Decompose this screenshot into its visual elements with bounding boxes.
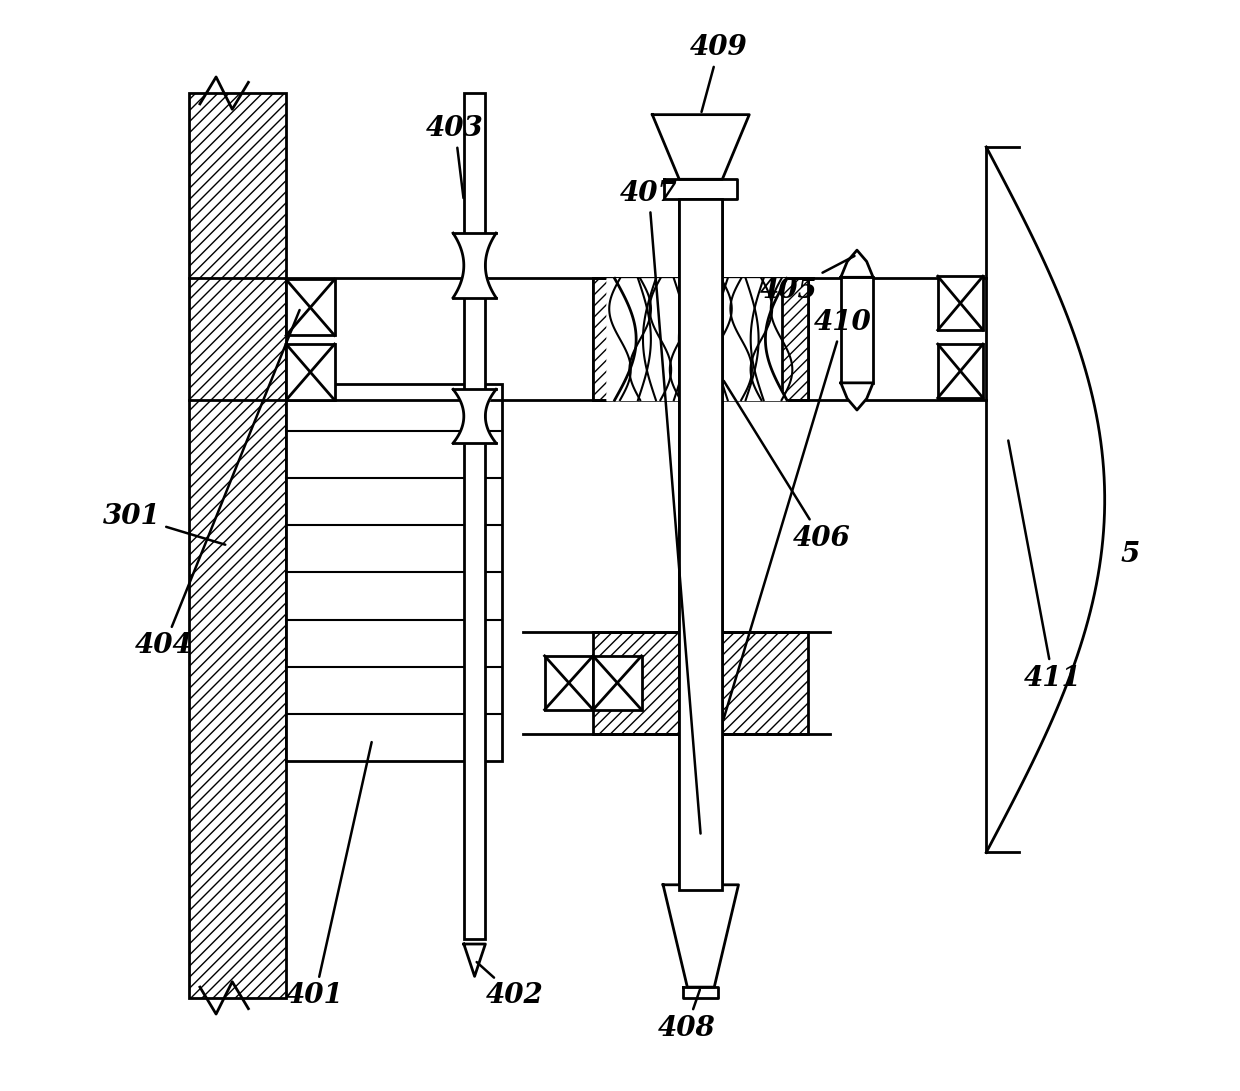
Polygon shape [652, 115, 749, 179]
Polygon shape [464, 944, 485, 976]
Bar [286, 384, 501, 760]
Bar [593, 656, 641, 710]
Bar [593, 632, 808, 734]
Polygon shape [683, 987, 718, 998]
Bar [286, 344, 335, 400]
Polygon shape [665, 179, 737, 199]
Text: 402: 402 [476, 962, 543, 1009]
Bar [680, 199, 723, 890]
Text: 403: 403 [427, 116, 484, 199]
Bar [286, 279, 335, 335]
Text: 404: 404 [135, 310, 300, 659]
Polygon shape [663, 885, 739, 987]
Bar [190, 93, 286, 998]
Bar [937, 344, 983, 398]
Bar [593, 278, 620, 400]
Bar [464, 93, 485, 938]
Text: 406: 406 [724, 381, 851, 551]
Bar [544, 656, 593, 710]
Polygon shape [841, 250, 873, 277]
Text: 405: 405 [760, 256, 854, 303]
Polygon shape [841, 383, 873, 410]
Text: 407: 407 [620, 180, 701, 834]
Text: 410: 410 [723, 309, 872, 720]
Bar [781, 278, 808, 400]
Bar [680, 199, 723, 890]
Bar [593, 278, 808, 400]
Text: 408: 408 [657, 990, 715, 1042]
Bar [937, 276, 983, 331]
Text: 409: 409 [689, 35, 748, 112]
Text: 5: 5 [1121, 541, 1140, 567]
Text: 411: 411 [1008, 441, 1081, 692]
Text: 301: 301 [103, 503, 226, 544]
Text: 401: 401 [286, 742, 372, 1009]
Bar [841, 277, 873, 383]
